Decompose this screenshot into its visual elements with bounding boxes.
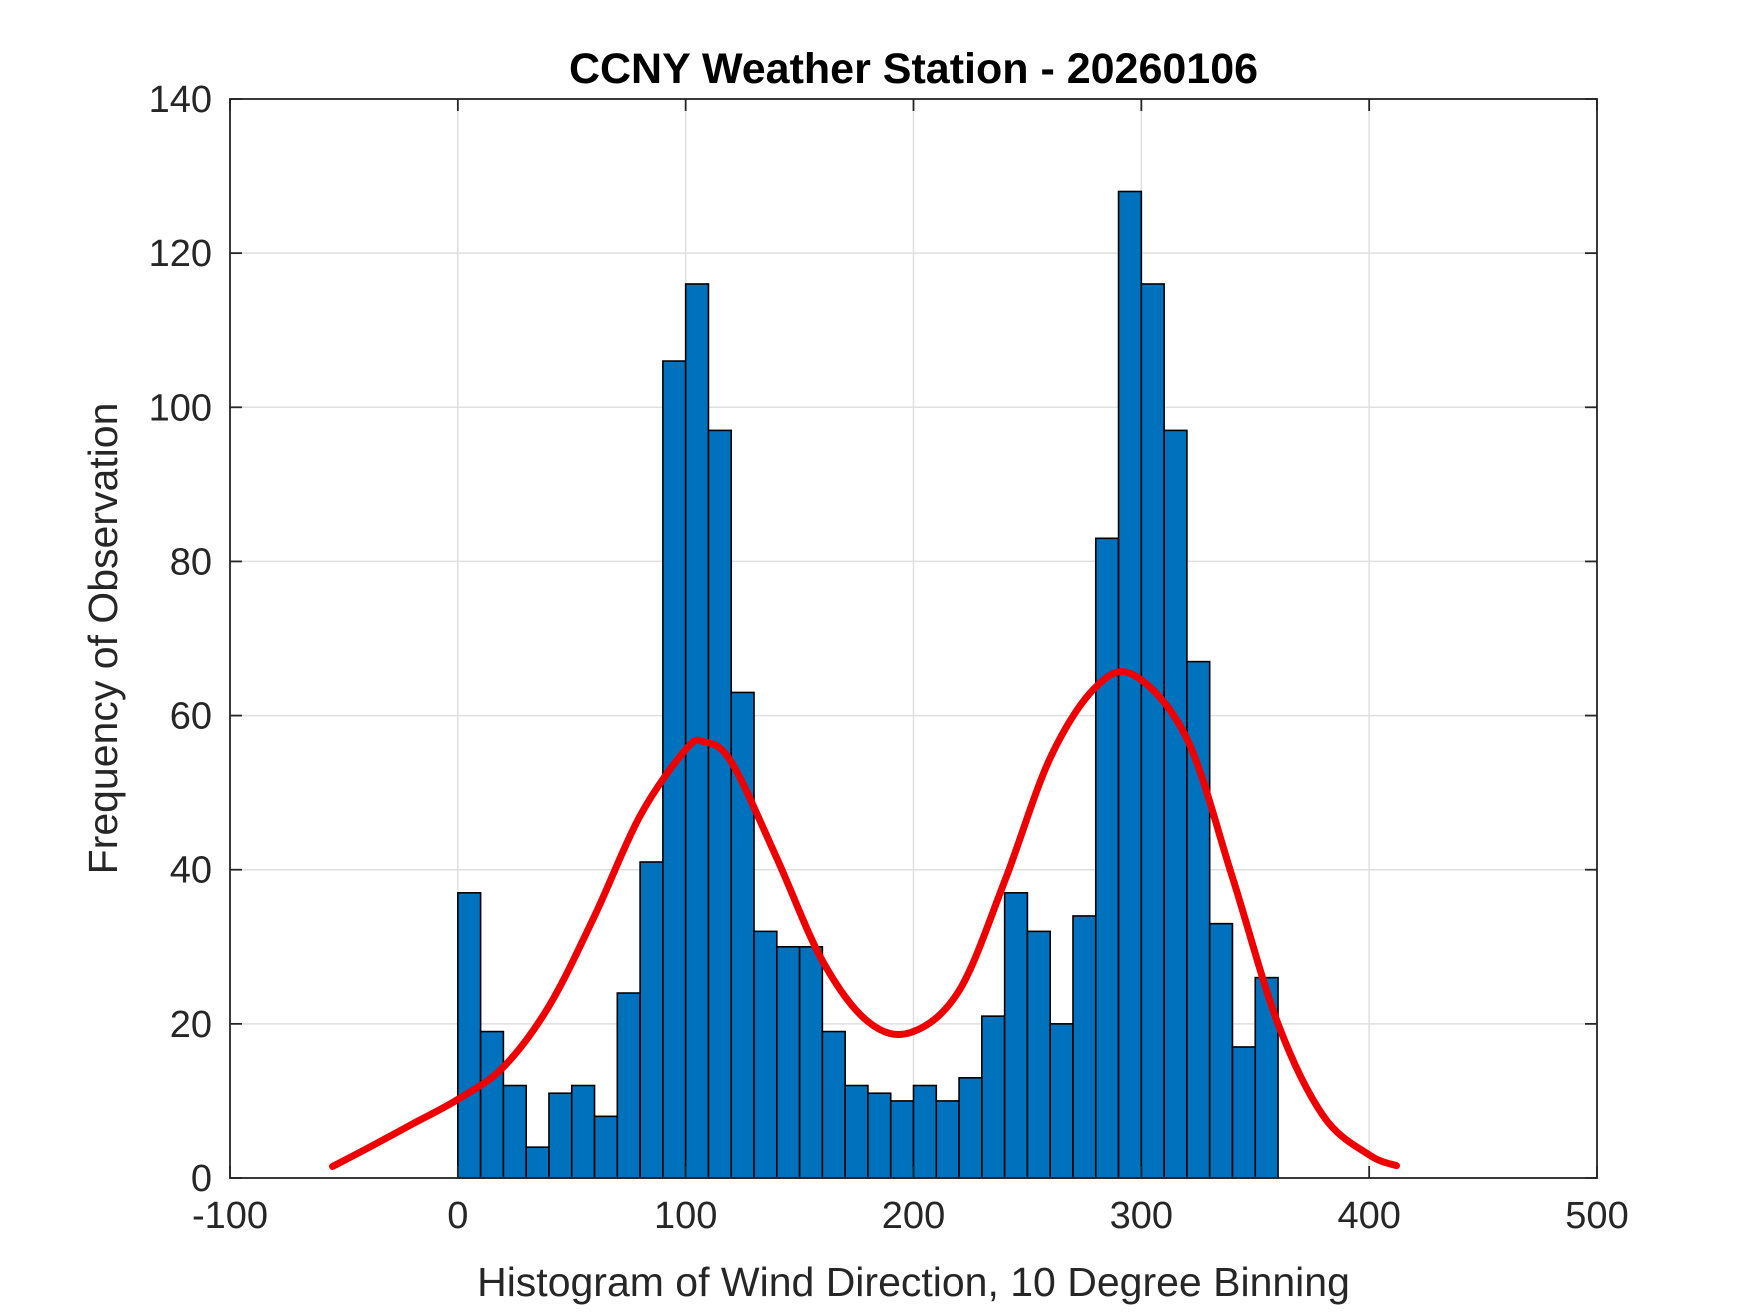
histogram-bar (935, 1100, 960, 1179)
histogram-bar (1026, 930, 1051, 1179)
y-axis-label: Frequency of Observation (80, 403, 126, 875)
histogram-bar (981, 1015, 1006, 1179)
x-tick-label: 500 (1565, 1195, 1628, 1237)
histogram-bar (502, 1084, 527, 1179)
histogram-bar (1094, 537, 1120, 1179)
x-axis-label: Histogram of Wind Direction, 10 Degree B… (477, 1259, 1350, 1305)
histogram-bar (639, 861, 664, 1179)
histogram-bar (457, 892, 482, 1179)
histogram-bar (912, 1084, 938, 1179)
y-tick-label: 40 (170, 850, 212, 892)
histogram-bar (1003, 892, 1029, 1179)
x-tick-label: -100 (192, 1195, 268, 1237)
histogram-bar (684, 283, 710, 1179)
x-tick-label: 200 (882, 1195, 945, 1237)
y-tick-label: 60 (170, 696, 212, 738)
y-tick-label: 0 (191, 1158, 212, 1200)
histogram-bar (548, 1092, 573, 1179)
histogram-bar (775, 945, 801, 1179)
y-tick-label: 120 (149, 233, 212, 275)
histogram-bars (457, 190, 1279, 1179)
histogram-bar (1140, 283, 1165, 1179)
fit-curve-layer (329, 668, 1401, 1170)
histogram-bar (1208, 922, 1234, 1179)
histogram-bar (753, 930, 778, 1179)
histogram-bar (479, 1030, 505, 1179)
x-tick-label: 300 (1110, 1195, 1173, 1237)
histogram-bar (707, 429, 733, 1179)
histogram-bar (1049, 1023, 1074, 1179)
histogram-bar (867, 1092, 892, 1179)
histogram-bar (798, 945, 824, 1179)
histogram-bar (1072, 915, 1097, 1179)
x-tick-label: 0 (447, 1195, 468, 1237)
histogram-bar (525, 1146, 550, 1179)
x-tick-label: 400 (1337, 1195, 1400, 1237)
x-tick-label: 100 (654, 1195, 717, 1237)
y-tick-label: 80 (170, 541, 212, 583)
tick-marks (229, 98, 1598, 1179)
histogram-bar (844, 1084, 869, 1179)
histogram-bar (1163, 429, 1188, 1179)
histogram-bar (958, 1077, 983, 1179)
histogram-bar (570, 1084, 596, 1179)
y-tick-label: 100 (149, 387, 212, 429)
histogram-bar (1231, 1046, 1257, 1179)
y-tick-label: 140 (149, 79, 212, 121)
histogram-bar (616, 992, 641, 1179)
histogram-bar (889, 1100, 915, 1179)
histogram-bar (821, 1030, 846, 1179)
fit-curve-line (329, 668, 1401, 1170)
histogram-bar (593, 1115, 619, 1179)
chart-title: CCNY Weather Station - 20260106 (569, 45, 1258, 93)
y-tick-label: 20 (170, 1004, 212, 1046)
histogram-bar (1117, 190, 1143, 1179)
